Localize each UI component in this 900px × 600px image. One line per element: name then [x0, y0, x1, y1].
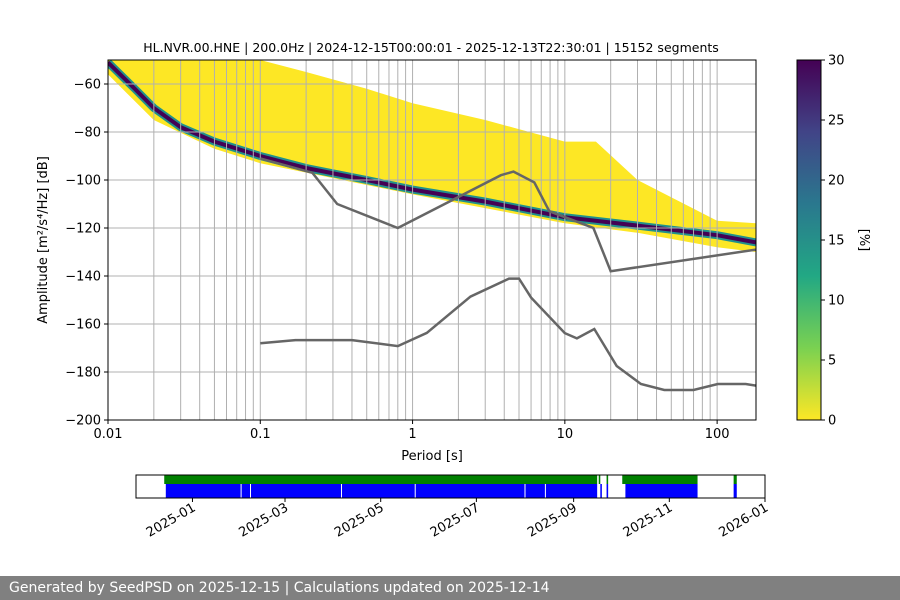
chart-title: HL.NVR.00.HNE | 200.0Hz | 2024-12-15T00:…	[143, 40, 719, 55]
y-tick-label: −80	[74, 126, 101, 141]
noise-model-nlnm	[260, 277, 756, 392]
y-tick-label: −160	[65, 318, 101, 333]
colorbar-tick-label: 25	[828, 114, 845, 129]
timeline-frame	[135, 474, 766, 499]
y-tick-label: −200	[65, 414, 101, 429]
x-tick-label: 100	[705, 427, 730, 442]
colorbar-label: [%]	[856, 229, 871, 252]
timeline-blue-span	[733, 484, 737, 498]
colorbar-tick-label: 5	[828, 354, 836, 369]
timeline-blue-span	[600, 484, 602, 498]
timeline-green-span	[598, 475, 601, 484]
x-axis-label: Period [s]	[401, 449, 463, 464]
y-tick-label: −60	[74, 78, 101, 93]
timeline-tick-label: 2025-07	[428, 500, 483, 540]
x-tick-label: 0.1	[250, 427, 271, 442]
timeline-tick-label: 2025-05	[332, 500, 387, 540]
timeline-tick-label: 2025-01	[144, 500, 199, 540]
timeline-tick-label: 2025-03	[236, 500, 291, 540]
timeline-tick-label: 2025-09	[525, 500, 580, 540]
timeline-blue-span	[165, 484, 598, 498]
colorbar-tick-label: 10	[828, 294, 845, 309]
footer-text: Generated by SeedPSD on 2025-12-15 | Cal…	[0, 576, 900, 600]
y-tick-label: −120	[65, 222, 101, 237]
y-axis-label: Amplitude [m²/s⁴/Hz] [dB]	[36, 156, 51, 324]
timeline-green-span	[164, 475, 598, 484]
plot-frame	[107, 59, 757, 421]
pdf-mode-line	[108, 60, 756, 245]
y-tick-label: −140	[65, 270, 101, 285]
noise-model-nhnm	[259, 157, 756, 273]
y-tick-label: −100	[65, 174, 101, 189]
x-tick-label: 10	[557, 427, 574, 442]
colorbar-tick-label: 20	[828, 174, 845, 189]
timeline-tick-label: 2026-01	[716, 500, 771, 540]
timeline-green-span	[606, 475, 609, 484]
colorbar-tick-label: 15	[828, 234, 845, 249]
timeline-blue-span	[606, 484, 609, 498]
x-tick-label: 0.01	[94, 427, 123, 442]
pdf-density-band	[108, 60, 756, 252]
y-tick-label: −180	[65, 366, 101, 381]
x-tick-label: 1	[408, 427, 416, 442]
colorbar-tick-label: 0	[828, 414, 836, 429]
colorbar-tick-label: 30	[828, 54, 845, 69]
timeline-blue-span	[625, 484, 698, 498]
colorbar	[796, 59, 822, 421]
timeline-green-span	[733, 475, 737, 484]
timeline-tick-label: 2025-11	[621, 500, 676, 540]
timeline-green-span	[622, 475, 698, 484]
